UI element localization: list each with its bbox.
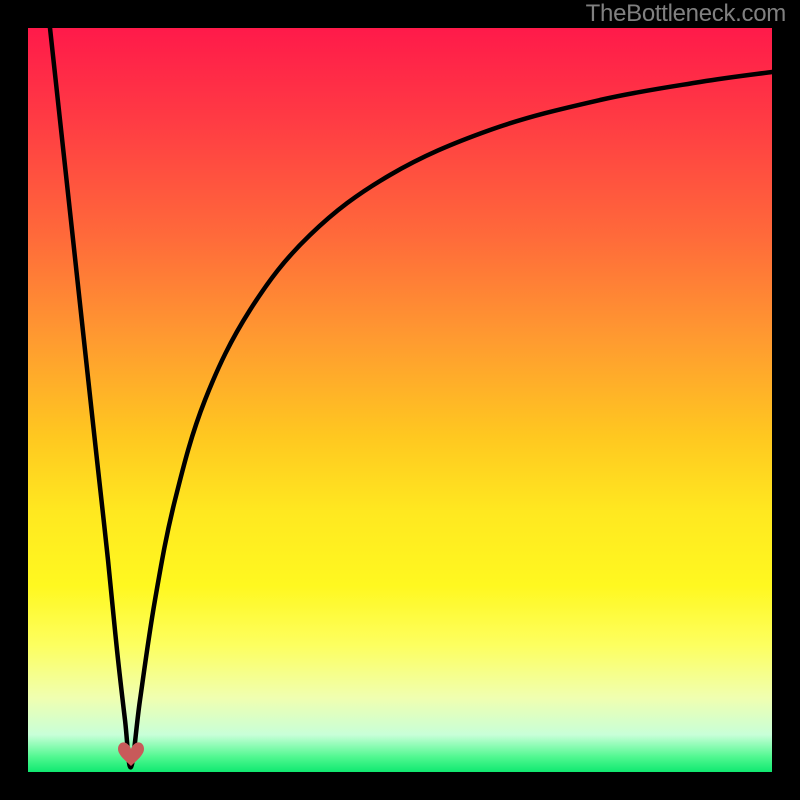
- attribution-text: TheBottleneck.com: [586, 0, 786, 28]
- chart-container: TheBottleneck.com: [0, 0, 800, 800]
- heart-icon: [118, 742, 144, 766]
- plot-area: [28, 28, 772, 772]
- heart-marker: [117, 741, 145, 767]
